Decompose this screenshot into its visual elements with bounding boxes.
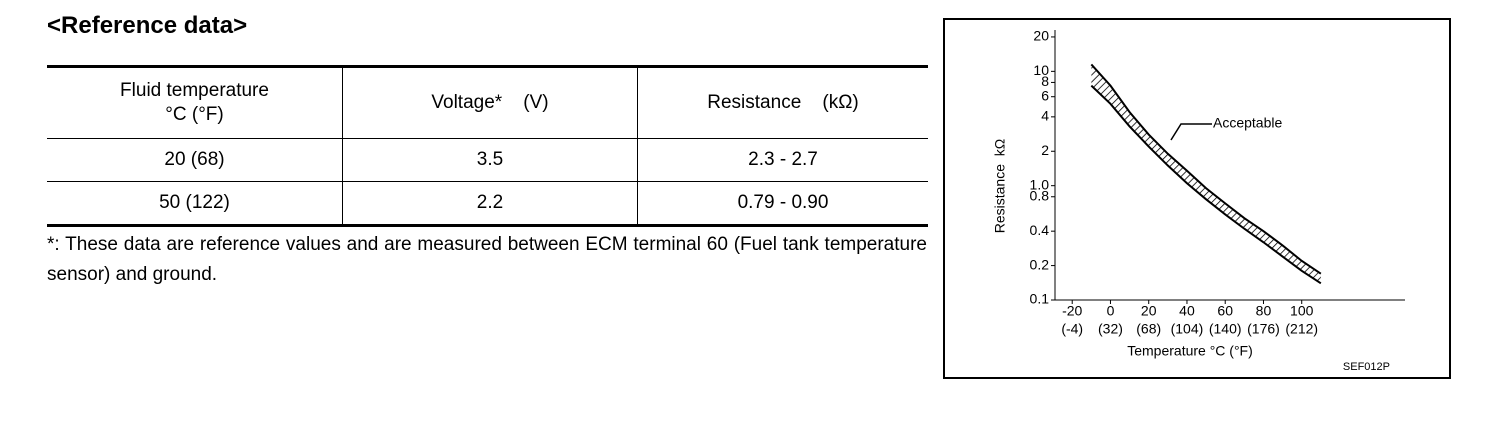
row: 50 (122) 2.2 0.79 - 0.90 — [47, 181, 928, 227]
leader-line — [1170, 123, 1212, 141]
cell: 0.79 - 0.90 — [637, 181, 928, 227]
x-tick-label: 20 — [1141, 303, 1157, 319]
header-text: Voltage* (V) — [431, 92, 549, 113]
header-cell: Resistance (kΩ) — [637, 65, 928, 139]
y-tick-label: 10 — [1033, 62, 1049, 78]
y-tick-label: 6 — [1041, 87, 1049, 103]
y-tick-label: 0.1 — [1030, 291, 1050, 307]
y-axis-label: Resistance kΩ — [992, 139, 1008, 234]
x-tick-label: 100 — [1290, 303, 1314, 319]
x-tick-label: 0 — [1107, 303, 1115, 319]
y-tick-label: 0.4 — [1030, 222, 1050, 238]
cell: 20 (68) — [47, 138, 343, 182]
cell: 50 (122) — [47, 181, 343, 227]
x-tick-label-f: (140) — [1209, 321, 1242, 337]
band-edge — [1090, 84, 1322, 285]
x-axis-label: Temperature °C (°F) — [1127, 343, 1253, 359]
header-text: Fluid temperature — [120, 80, 269, 101]
cell: 3.5 — [342, 138, 638, 182]
row: 20 (68) 3.5 2.3 - 2.7 — [47, 138, 928, 182]
x-tick-label-f: (212) — [1285, 321, 1318, 337]
title: <Reference data> — [47, 12, 248, 39]
x-tick-label-f: (32) — [1098, 321, 1123, 337]
chart: Acceptable Temperature °C (°F) Resistanc… — [943, 18, 1451, 379]
band-fill — [1091, 64, 1321, 284]
x-tick-label: 80 — [1256, 303, 1272, 319]
figure-code: SEF012P — [1343, 361, 1390, 373]
x-tick-label-f: (176) — [1247, 321, 1280, 337]
x-tick-label: -20 — [1062, 303, 1082, 319]
header-cell: Fluid temperature °C (°F) — [47, 65, 343, 139]
x-tick-label-f: (104) — [1171, 321, 1204, 337]
cell: 2.2 — [342, 181, 638, 227]
table: Fluid temperature °C (°F) Voltage* (V) Re… — [47, 65, 928, 227]
annotation: Acceptable — [1213, 115, 1282, 131]
x-tick-label-f: (-4) — [1061, 321, 1083, 337]
y-tick-label: 8 — [1041, 73, 1049, 89]
y-tick-label: 0.8 — [1030, 187, 1050, 203]
y-tick-label: 1.0 — [1030, 176, 1050, 192]
header-row: Fluid temperature °C (°F) Voltage* (V) Re… — [47, 65, 928, 139]
header-text: °C (°F) — [165, 104, 224, 125]
header-text: Resistance (kΩ) — [707, 92, 859, 113]
y-tick-label: 0.2 — [1030, 256, 1050, 272]
header-cell: Voltage* (V) — [342, 65, 638, 139]
x-tick-label: 60 — [1217, 303, 1233, 319]
y-tick-label: 4 — [1041, 108, 1049, 124]
x-tick-label: 40 — [1179, 303, 1195, 319]
y-tick-label: 2 — [1041, 142, 1049, 158]
y-tick-label: 20 — [1033, 28, 1049, 44]
x-tick-label-f: (68) — [1136, 321, 1161, 337]
band-edge — [1090, 63, 1322, 275]
cell: 2.3 - 2.7 — [637, 138, 928, 182]
frame — [943, 18, 1451, 379]
footnote: *: These data are reference values and a… — [47, 234, 927, 285]
